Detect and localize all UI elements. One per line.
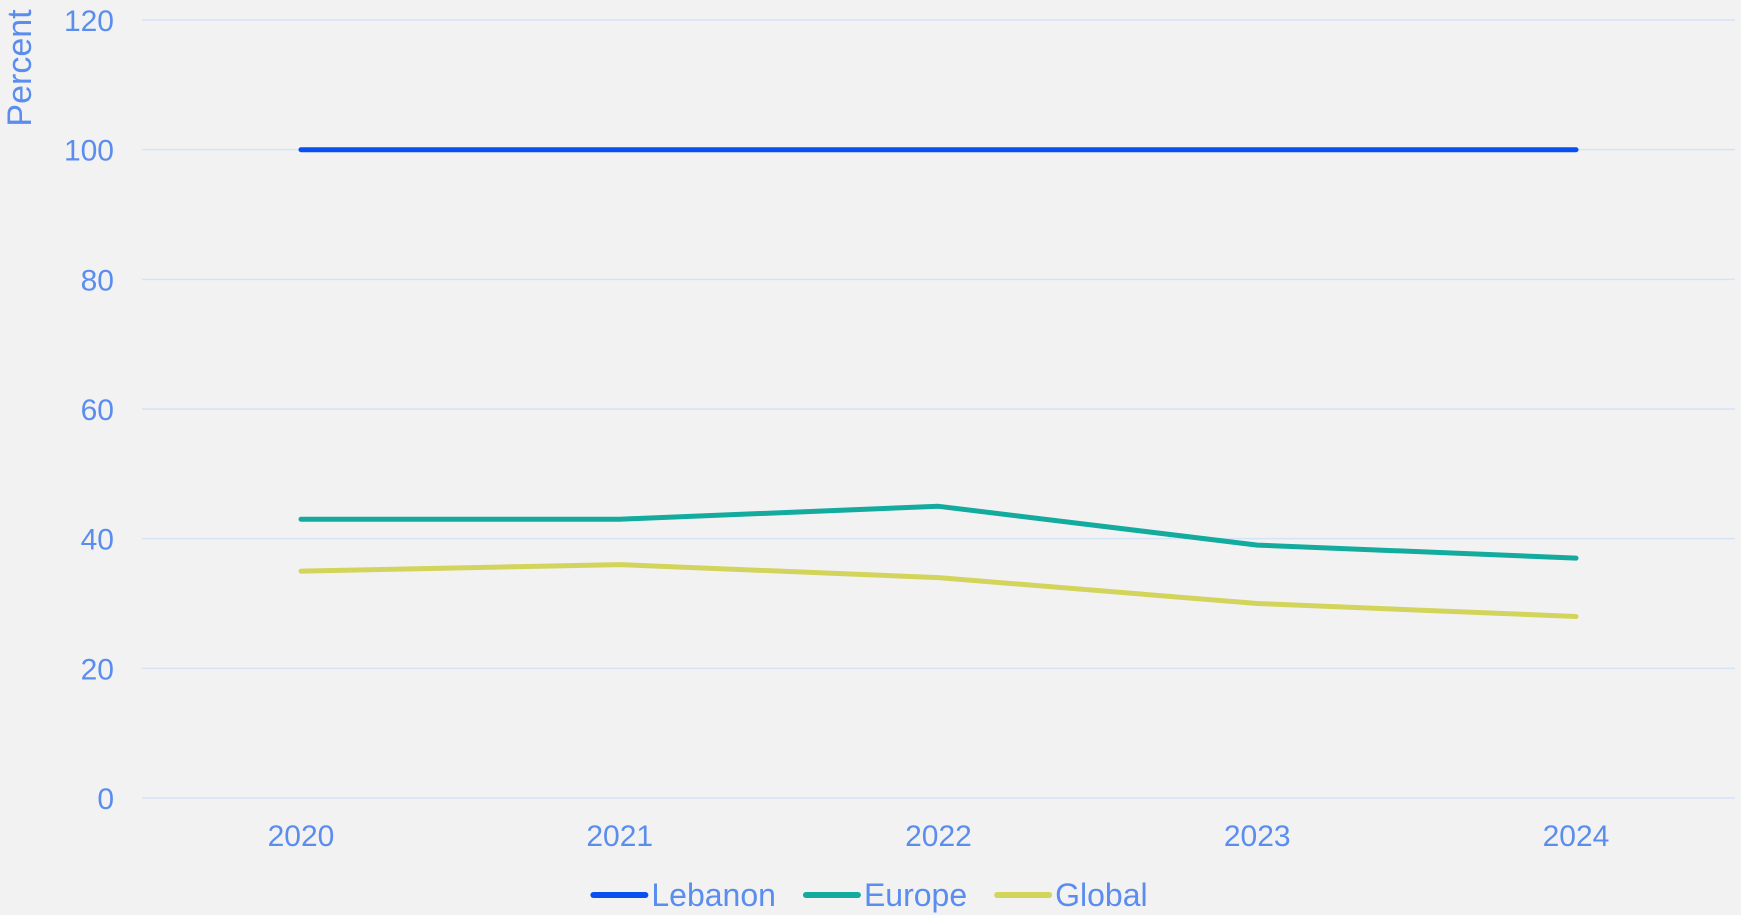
x-axis-ticks: 2020 2021 2022 2023 2024 [268,820,1610,853]
x-tick-label: 2022 [905,820,972,853]
series-lines [298,147,1579,619]
x-tick-label: 2020 [268,820,335,853]
y-tick-label: 40 [81,524,114,557]
series-line-europe [298,503,1579,561]
legend: Lebanon Europe Global [590,877,1148,913]
y-tick-label: 80 [81,264,114,297]
y-axis-ticks: 0 20 40 60 80 100 120 [64,5,114,816]
series-line-global [298,562,1579,619]
x-tick-label: 2024 [1543,820,1610,853]
y-tick-label: 60 [81,394,114,427]
y-axis-title: Percent [1,9,39,127]
gridlines [142,19,1735,799]
legend-label-lebanon: Lebanon [651,877,776,913]
x-tick-label: 2023 [1224,820,1291,853]
y-tick-label: 100 [64,135,114,168]
y-tick-label: 20 [81,653,114,686]
y-tick-label: 0 [97,783,114,816]
x-tick-label: 2021 [586,820,653,853]
y-tick-label: 120 [64,5,114,38]
legend-label-global: Global [1055,877,1148,913]
legend-label-europe: Europe [864,877,967,913]
